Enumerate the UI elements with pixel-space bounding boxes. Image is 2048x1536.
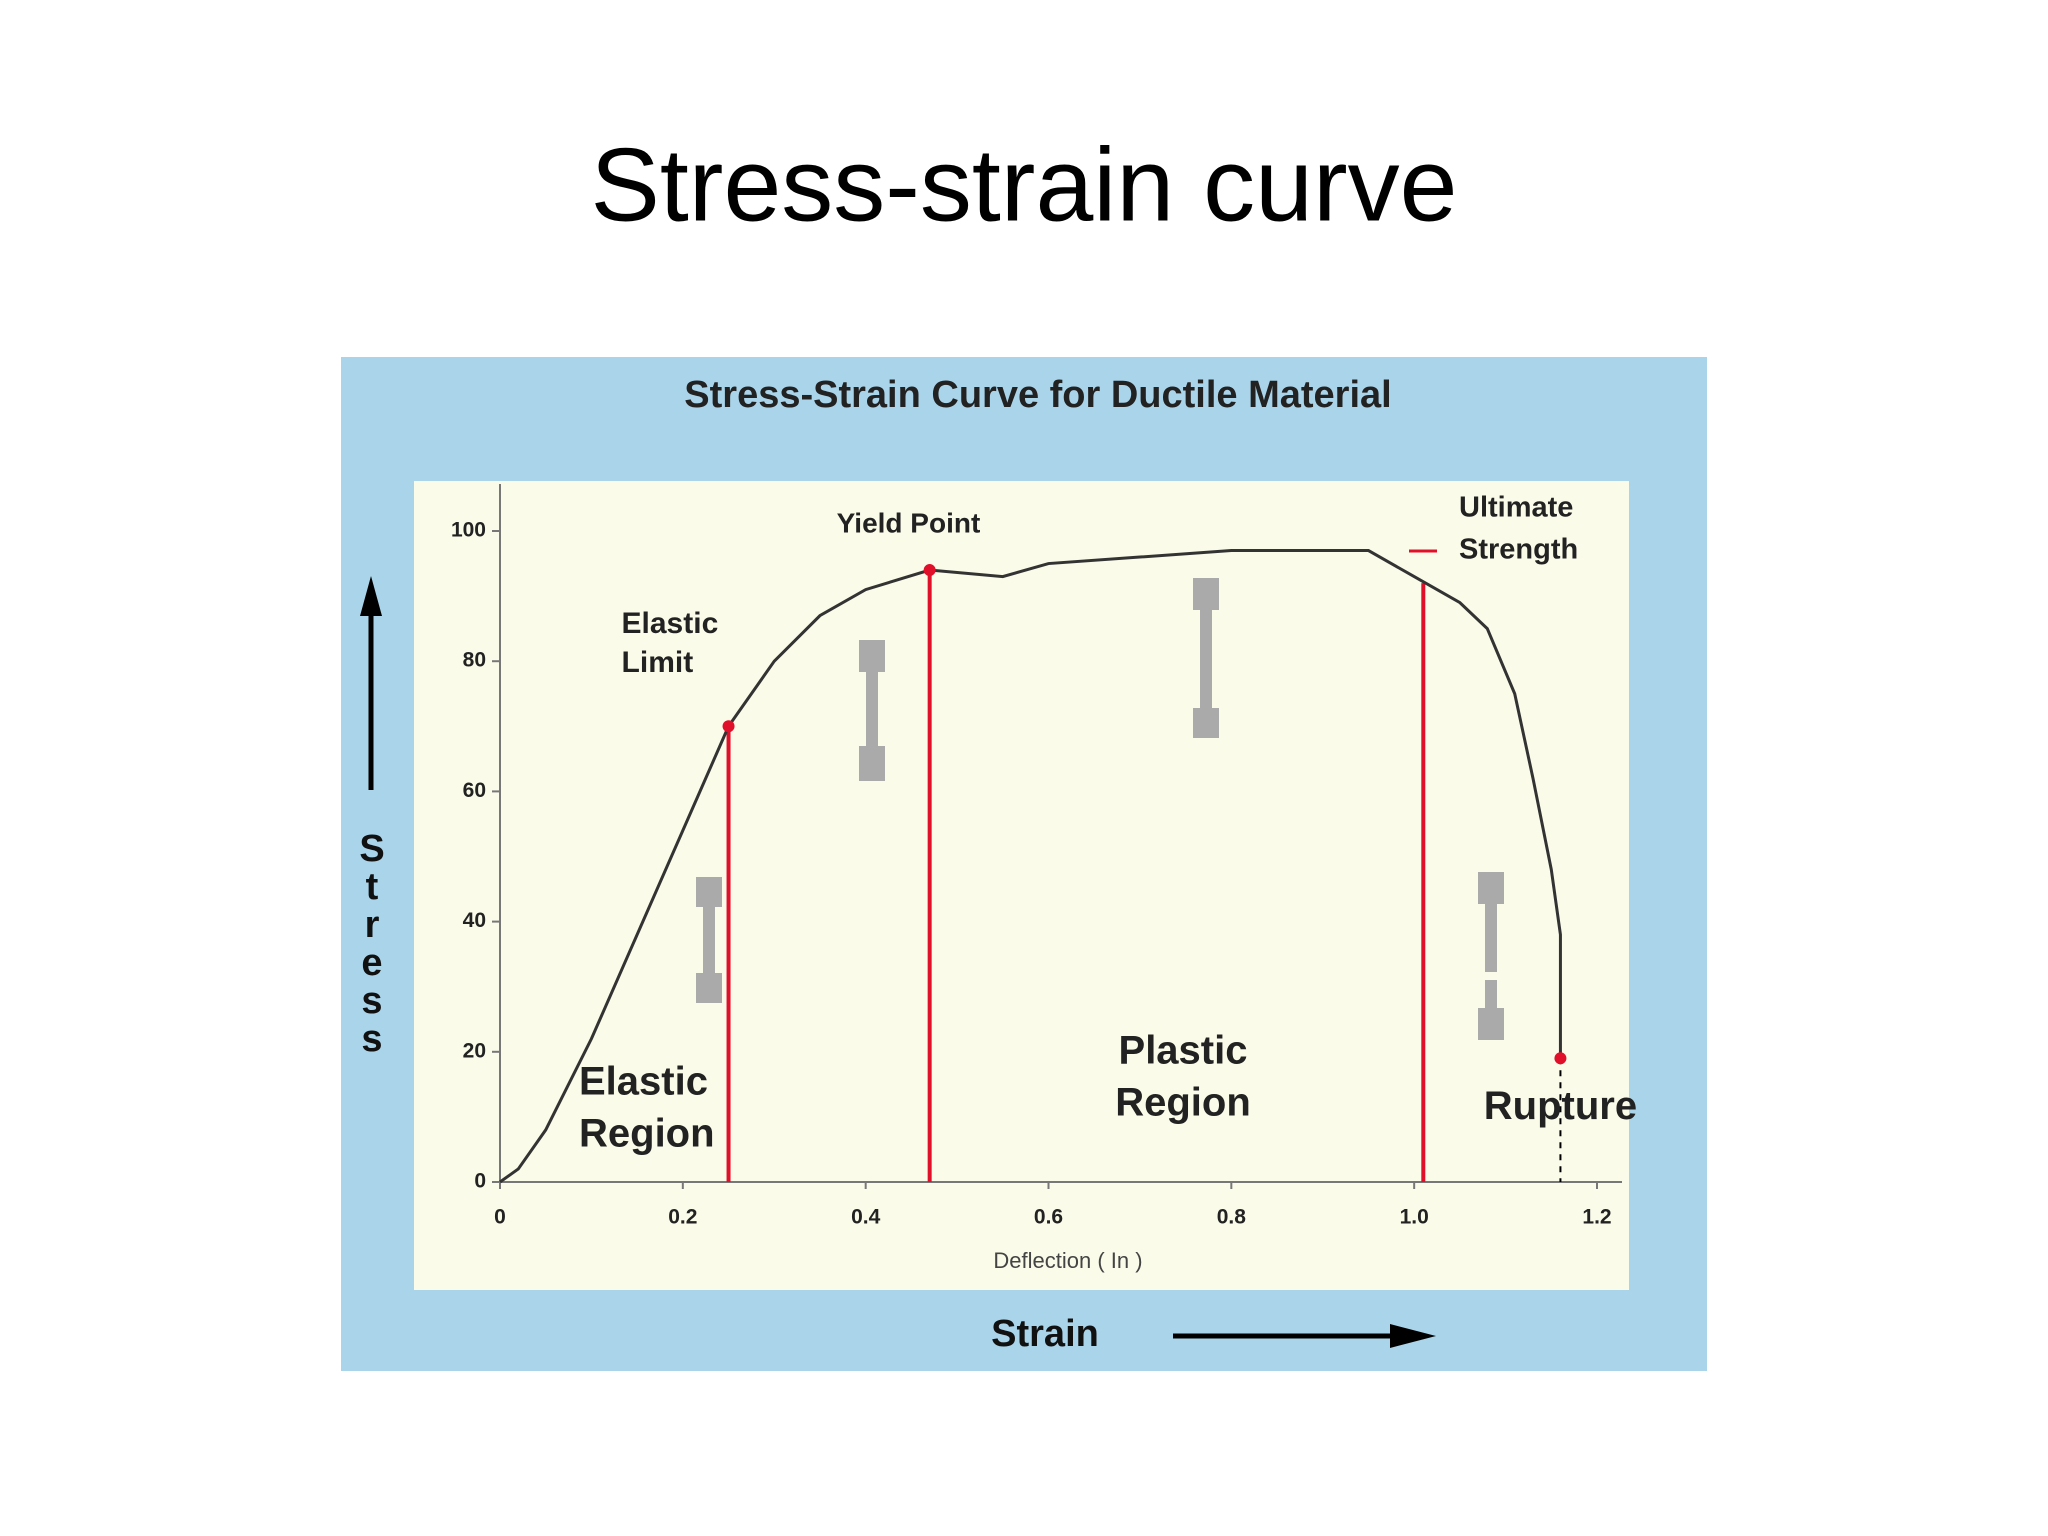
x-tick-label: 1.2 (1582, 1206, 1611, 1229)
region-label: Region (579, 1112, 715, 1156)
x-tick-label: 0 (494, 1206, 506, 1229)
y-tick-label: 40 (463, 909, 486, 932)
y-axis-title: Stress (351, 828, 393, 1056)
y-tick-label: 60 (463, 779, 486, 802)
key-point (722, 720, 735, 733)
ultimate-label: Strength (1459, 534, 1578, 566)
point-label: Limit (622, 646, 694, 679)
region-label: Elastic (579, 1060, 708, 1104)
y-tick-label: 0 (474, 1170, 486, 1193)
plot-frame (414, 481, 1629, 1290)
x-axis-label: Deflection ( In ) (993, 1248, 1142, 1273)
y-tick-label: 20 (463, 1039, 486, 1062)
x-tick-label: 1.0 (1400, 1206, 1429, 1229)
point-label: Yield Point (837, 507, 981, 538)
x-tick-label: 0.6 (1034, 1206, 1063, 1229)
y-arrow-head (360, 576, 382, 616)
x-axis-title: Strain (991, 1313, 1099, 1355)
y-tick-label: 100 (451, 519, 486, 542)
region-label: Plastic (1119, 1029, 1248, 1073)
key-point (1554, 1052, 1567, 1065)
point-label: Elastic (622, 607, 719, 640)
stress-strain-curve (499, 549, 1562, 1184)
ultimate-label: Ultimate (1459, 492, 1573, 524)
y-tick-label: 80 (463, 649, 486, 672)
region-label: Region (1115, 1081, 1251, 1125)
specimen-icons (696, 578, 1504, 1040)
x-tick-label: 0.2 (668, 1206, 697, 1229)
key-point (923, 564, 936, 577)
x-tick-label: 0.8 (1217, 1206, 1247, 1229)
point-label: Rupture (1484, 1084, 1637, 1128)
x-tick-label: 0.4 (851, 1206, 881, 1229)
x-arrow-head (1390, 1324, 1436, 1348)
slide-title: Stress-strain curve (591, 127, 1458, 243)
chart-title: Stress-Strain Curve for Ductile Material (684, 374, 1391, 416)
